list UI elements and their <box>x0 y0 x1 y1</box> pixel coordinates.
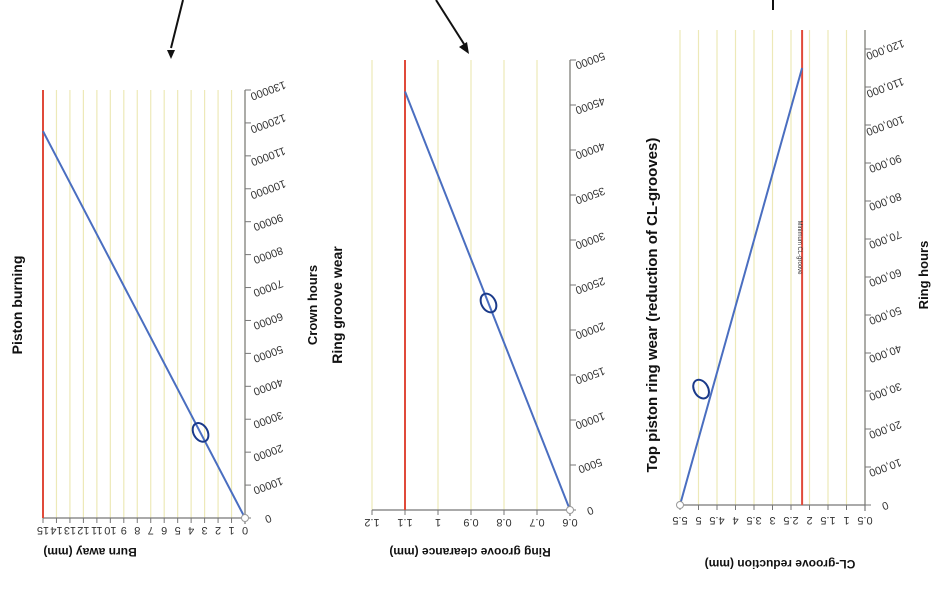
y-tick-label: 0 <box>242 524 248 536</box>
x-tick-label: 30,000 <box>867 380 903 403</box>
x-tick-label: 130000 <box>249 78 288 102</box>
chart-panel-2: 0 5000 10000 15000 20000 25000 30000 35000 40000… <box>329 49 606 559</box>
y-axis-label: Burn away (mm) <box>43 545 136 559</box>
x-tick-label: 30000 <box>574 229 607 251</box>
series-line <box>679 67 804 506</box>
x-tick-label: 50000 <box>574 49 607 71</box>
x-tick-label: 90000 <box>252 211 285 233</box>
y-tick-label: 1 <box>228 524 234 536</box>
x-tick-label: 5000 <box>576 455 603 475</box>
highlight-marker <box>191 422 210 443</box>
x-tick-label: 15000 <box>574 364 607 386</box>
chart-panel-3: 0 10,000 20,000 30,000 40,000 50,000 60,000 70,… <box>644 30 931 571</box>
y-tick-label: 4 <box>732 514 738 526</box>
y-tick-label: 3 <box>769 514 775 526</box>
series-start-point <box>241 514 249 522</box>
y-tick-label: 0.5 <box>857 514 872 526</box>
limit-line-label: Minimum CL-groove <box>796 220 802 275</box>
highlight-marker <box>479 292 498 314</box>
y-tick-label: 2.5 <box>783 514 798 526</box>
y-tick-label: 1 <box>843 514 849 526</box>
y-tick-label: 0.7 <box>529 516 544 528</box>
y-tick-label: 3.5 <box>746 514 761 526</box>
pointer-arrow-2 <box>435 0 469 54</box>
y-axis-label: CL-groove reduction (mm) <box>705 557 856 571</box>
chart-title: Piston burning <box>9 256 25 355</box>
x-tick-label: 20000 <box>252 441 285 463</box>
x-tick-label: 50000 <box>252 343 285 365</box>
x-axis-label: Ring hours <box>916 241 931 310</box>
x-tick-label: 30000 <box>252 408 285 430</box>
x-tick-label: 20,000 <box>867 418 903 441</box>
x-tick-label: 70000 <box>252 277 285 299</box>
y-tick-label: 0.9 <box>463 516 478 528</box>
x-tick-label: 120,000 <box>864 37 905 62</box>
highlight-marker <box>692 378 710 400</box>
x-tick-label: 40000 <box>252 376 285 398</box>
plot-area <box>43 90 245 518</box>
x-tick-label: 120000 <box>249 111 288 135</box>
y-tick-label: 4 <box>188 524 194 536</box>
x-tick-label: 60000 <box>252 310 285 332</box>
x-tick-label: 40000 <box>574 139 607 161</box>
y-tick-label: 7 <box>148 524 154 536</box>
x-axis-label: Crown hours <box>305 265 320 345</box>
pointer-arrow-1 <box>167 0 184 59</box>
y-tick-label: 5.5 <box>672 514 687 526</box>
chart-title: Ring groove wear <box>329 246 345 364</box>
x-tick-label: 80,000 <box>867 190 903 213</box>
x-tick-label: 25000 <box>574 274 607 296</box>
y-tick-label: 3 <box>202 524 208 536</box>
x-tick-label: 90,000 <box>867 152 903 175</box>
y-tick-label: 12 <box>77 524 89 536</box>
series-line <box>42 130 246 519</box>
x-tick-label: 70,000 <box>867 228 903 251</box>
y-tick-label: 0.6 <box>562 516 577 528</box>
x-tick-label: 60,000 <box>867 266 903 289</box>
x-tick-label: 40,000 <box>867 342 903 365</box>
y-tick-label: 13 <box>64 524 76 536</box>
y-tick-label: 1 <box>435 516 441 528</box>
y-axis-label: Ring groove clearance (mm) <box>389 545 550 559</box>
x-tick-label: 100000 <box>249 177 288 201</box>
x-tick-label: 110,000 <box>865 75 906 100</box>
y-tick-label: 2 <box>806 514 812 526</box>
chart-panel-1: 0 10000 20000 30000 40000 50000 60000 70000 8000… <box>9 78 320 559</box>
x-tick-label: 35000 <box>574 184 607 206</box>
x-tick-label: 0 <box>263 511 273 524</box>
y-tick-label: 10 <box>104 524 116 536</box>
y-tick-label: 1.5 <box>820 514 835 526</box>
x-tick-label: 10000 <box>252 474 285 496</box>
y-tick-label: 0.8 <box>496 516 511 528</box>
y-tick-label: 1.2 <box>364 516 379 528</box>
y-tick-label: 1.1 <box>397 516 412 528</box>
y-tick-label: 11 <box>91 524 102 536</box>
chart-title: Top piston ring wear (reduction of CL-gr… <box>644 138 661 473</box>
x-tick-label: 45000 <box>574 94 607 116</box>
x-tick-label: 50,000 <box>867 304 903 327</box>
series-start-point <box>566 506 574 514</box>
y-tick-label: 4.5 <box>709 514 724 526</box>
series-line <box>404 91 571 511</box>
y-tick-label: 5 <box>175 524 181 536</box>
x-tick-label: 0 <box>880 498 890 511</box>
y-tick-label: 15 <box>37 524 49 536</box>
y-tick-label: 8 <box>134 524 140 536</box>
y-tick-label: 14 <box>50 524 62 536</box>
y-tick-label: 5 <box>695 514 701 526</box>
x-tick-label: 20000 <box>574 319 607 341</box>
y-tick-label: 2 <box>215 524 221 536</box>
x-tick-label: 100,000 <box>864 113 905 138</box>
y-tick-label: 6 <box>161 524 167 536</box>
x-tick-label: 80000 <box>252 244 285 266</box>
y-tick-label: 9 <box>121 524 127 536</box>
x-tick-label: 10,000 <box>867 456 903 479</box>
x-tick-label: 10000 <box>574 409 607 431</box>
x-tick-label: 110000 <box>249 144 287 168</box>
series-start-point <box>676 501 684 509</box>
x-tick-label: 0 <box>585 503 595 516</box>
